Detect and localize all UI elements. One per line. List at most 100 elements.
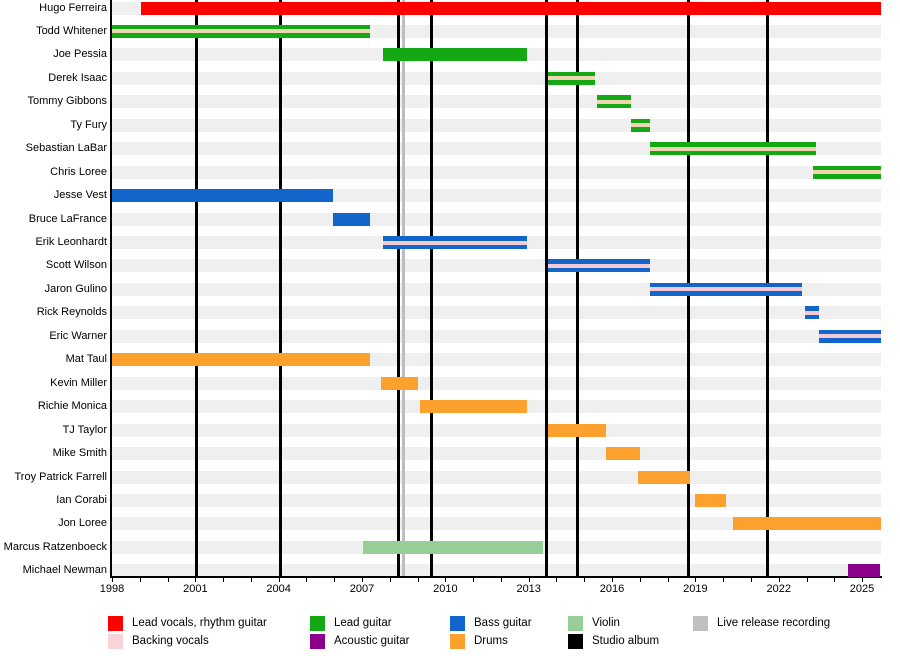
legend-label: Lead guitar — [334, 617, 392, 629]
year-tick — [528, 578, 530, 582]
legend-item-live-release-recording: Live release recording — [693, 616, 893, 631]
year-tick — [389, 578, 391, 582]
year-tick — [500, 578, 502, 582]
member-name-scott-wilson: Scott Wilson — [45, 259, 107, 272]
member-name-marcus-ratzenboeck: Marcus Ratzenboeck — [3, 540, 107, 553]
member-name-erik-leonhardt: Erik Leonhardt — [35, 236, 107, 248]
member-name-eric-warner: Eric Warner — [49, 329, 107, 342]
legend-label: Drums — [474, 635, 508, 647]
year-tick — [750, 578, 752, 582]
legend-item-drums: Drums — [450, 634, 650, 649]
bar-ty-fury — [631, 118, 650, 132]
bar-joe-pessia — [382, 48, 528, 62]
year-tick — [334, 578, 336, 582]
bar-jaron-gulino — [649, 282, 803, 296]
bar-erik-leonhardt — [382, 236, 528, 249]
member-name-mike-smith: Mike Smith — [52, 447, 107, 460]
bar-bruce-lafrance — [332, 212, 371, 226]
year-tick — [306, 578, 308, 582]
member-name-jaron-gulino: Jaron Gulino — [44, 282, 107, 295]
legend-label: Backing vocals — [132, 635, 209, 647]
bar-michael-newman — [848, 564, 881, 578]
legend-label: Studio album — [592, 635, 660, 647]
member-name-chris-loree: Chris Loree — [50, 165, 107, 178]
year-tick — [834, 578, 836, 582]
x-axis-line — [110, 576, 882, 578]
year-tick — [223, 578, 225, 582]
bar-richie-monica — [420, 400, 528, 414]
year-tick-label: 2025 — [849, 583, 875, 595]
year-tick — [362, 578, 364, 582]
year-tick — [862, 578, 864, 582]
legend-item-acoustic-guitar: Acoustic guitar — [310, 634, 510, 649]
studio-album-line — [545, 0, 549, 577]
year-tick — [806, 578, 808, 582]
member-name-jesse-vest: Jesse Vest — [53, 189, 107, 202]
year-tick — [250, 578, 252, 582]
studio-album-line — [429, 0, 433, 577]
backing-vocals-stripe — [596, 99, 632, 104]
bar-kevin-miller — [381, 376, 418, 390]
year-tick-label: 2010 — [433, 583, 458, 595]
bar-derek-isaac — [548, 71, 596, 85]
member-name-bruce-lafrance: Bruce LaFrance — [28, 212, 107, 225]
bar-eric-warner — [819, 329, 881, 343]
year-tick-label: 2016 — [599, 583, 625, 595]
year-tick-label: 2019 — [683, 583, 708, 595]
legend-swatch-purple — [310, 634, 325, 649]
legend-label: Lead vocals, rhythm guitar — [132, 617, 267, 629]
year-tick — [556, 578, 558, 582]
year-tick — [667, 578, 669, 582]
year-tick-label: 2001 — [183, 583, 208, 595]
year-tick — [112, 578, 113, 582]
year-tick — [695, 578, 697, 582]
member-name-sebastian-labar: Sebastian LaBar — [25, 142, 107, 155]
bar-ian-corabi — [695, 493, 726, 507]
studio-album-line — [396, 0, 400, 577]
member-name-mat-taul: Mat Taul — [65, 353, 107, 366]
member-name-todd-whitener: Todd Whitener — [36, 24, 107, 37]
member-name-troy-patrick-farrell: Troy Patrick Farrell — [14, 470, 108, 483]
legend-swatch-gray — [693, 616, 708, 631]
legend-swatch-blue — [450, 616, 465, 631]
legend-label: Bass guitar — [474, 617, 532, 629]
bar-chris-loree — [813, 165, 881, 179]
legend-label: Acoustic guitar — [334, 635, 410, 647]
legend-item-violin: Violin — [568, 616, 768, 631]
legend-item-backing-vocals: Backing vocals — [108, 634, 308, 649]
member-name-jon-loree: Jon Loree — [58, 517, 107, 530]
studio-album-line — [278, 0, 282, 577]
year-tick — [723, 578, 725, 582]
year-tick-label: 2007 — [349, 583, 375, 595]
legend-swatch-violin — [568, 616, 583, 631]
bar-scott-wilson — [548, 259, 650, 273]
member-name-joe-pessia: Joe Pessia — [53, 48, 107, 61]
year-tick — [612, 578, 614, 582]
legend-swatch-black — [568, 634, 583, 649]
member-name-tommy-gibbons: Tommy Gibbons — [27, 95, 107, 108]
legend-swatch-pink — [108, 634, 123, 649]
year-tick-label: 1998 — [99, 583, 125, 595]
year-tick — [584, 578, 586, 582]
backing-vocals-stripe — [112, 29, 371, 34]
bar-mat-taul — [112, 353, 371, 367]
backing-vocals-stripe — [819, 334, 881, 339]
bar-rick-reynolds — [805, 306, 819, 320]
backing-vocals-stripe — [548, 263, 650, 268]
legend-item-bass-guitar: Bass guitar — [450, 616, 650, 631]
legend-label: Violin — [592, 617, 620, 629]
legend-swatch-red — [108, 616, 123, 631]
member-name-michael-newman: Michael Newman — [22, 564, 107, 577]
year-tick — [139, 578, 141, 582]
backing-vocals-stripe — [805, 310, 819, 315]
member-name-hugo-ferreira: Hugo Ferreira — [39, 1, 107, 14]
backing-vocals-stripe — [649, 146, 817, 151]
bar-tj-taylor — [548, 423, 607, 437]
legend-item-lead-vocals-rhythm-guitar: Lead vocals, rhythm guitar — [108, 616, 308, 631]
bar-marcus-ratzenboeck — [363, 540, 543, 554]
year-tick — [639, 578, 641, 582]
backing-vocals-stripe — [631, 123, 650, 128]
year-tick — [167, 578, 169, 582]
legend-swatch-green — [310, 616, 325, 631]
year-tick — [195, 578, 197, 582]
